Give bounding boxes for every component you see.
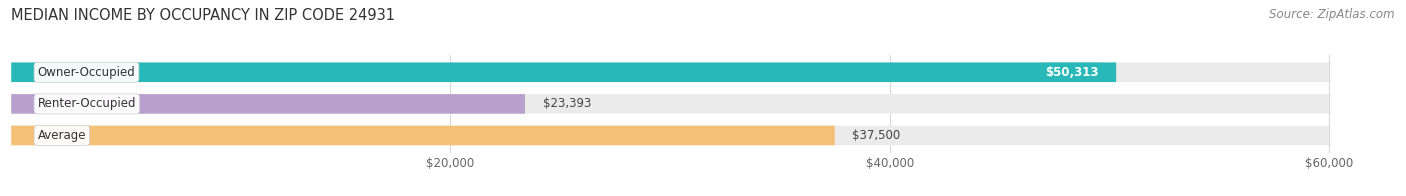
Text: Renter-Occupied: Renter-Occupied [38, 97, 136, 110]
FancyBboxPatch shape [11, 63, 1116, 82]
Text: Owner-Occupied: Owner-Occupied [38, 66, 135, 79]
FancyBboxPatch shape [11, 94, 1329, 114]
Text: Average: Average [38, 129, 86, 142]
FancyBboxPatch shape [11, 126, 835, 145]
Text: MEDIAN INCOME BY OCCUPANCY IN ZIP CODE 24931: MEDIAN INCOME BY OCCUPANCY IN ZIP CODE 2… [11, 8, 395, 23]
FancyBboxPatch shape [11, 126, 1329, 145]
Text: $37,500: $37,500 [852, 129, 901, 142]
Text: $50,313: $50,313 [1045, 66, 1098, 79]
FancyBboxPatch shape [11, 94, 524, 114]
Text: Source: ZipAtlas.com: Source: ZipAtlas.com [1270, 8, 1395, 21]
FancyBboxPatch shape [11, 63, 1329, 82]
Text: $23,393: $23,393 [543, 97, 591, 110]
